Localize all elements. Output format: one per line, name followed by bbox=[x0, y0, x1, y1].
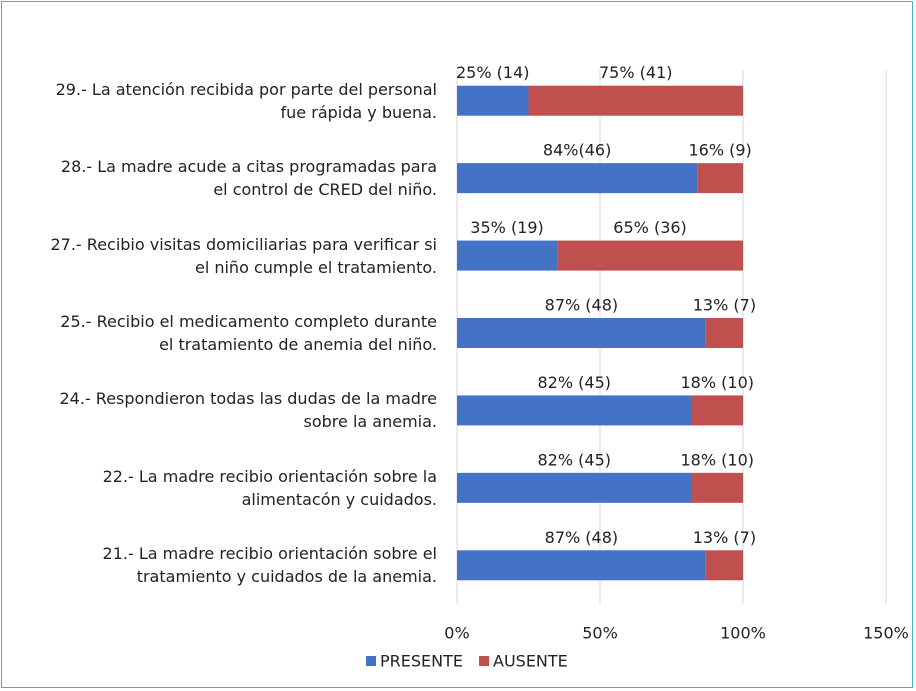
bar-segment bbox=[557, 240, 743, 271]
bar-segment bbox=[691, 472, 743, 503]
category-label: 25.- Recibio el medicamento completo dur… bbox=[60, 312, 437, 354]
category-label: 24.- Respondieron todas las dudas de la … bbox=[59, 389, 438, 432]
data-label: 65% (36) bbox=[613, 218, 687, 237]
bar-segment bbox=[705, 550, 743, 581]
category-label: 21.- La madre recibio orientación sobre … bbox=[102, 544, 437, 587]
data-label: 25% (14) bbox=[456, 63, 530, 82]
data-label: 87% (48) bbox=[545, 528, 619, 547]
bar-segment bbox=[691, 395, 743, 426]
bar-segment bbox=[457, 395, 692, 426]
bar-segment bbox=[705, 318, 743, 348]
bar-segment bbox=[457, 240, 558, 271]
category-label: 27.- Recibio visitas domiciliarias para … bbox=[50, 234, 437, 277]
x-tick-label: 50% bbox=[582, 624, 618, 643]
data-label: 16% (9) bbox=[688, 141, 751, 160]
legend-swatch bbox=[479, 656, 489, 666]
category-label: 29.- La atención recibida por parte del … bbox=[55, 79, 437, 122]
bar-segment bbox=[528, 85, 743, 116]
data-label: 13% (7) bbox=[693, 296, 756, 315]
data-label: 82% (45) bbox=[538, 373, 612, 392]
x-tick-label: 150% bbox=[863, 624, 909, 643]
category-label: 22.- La madre recibio orientación sobre … bbox=[102, 466, 437, 509]
bar-segment bbox=[457, 163, 698, 194]
data-label: 84%(46) bbox=[543, 141, 611, 160]
data-label: 82% (45) bbox=[538, 450, 612, 469]
legend-label: PRESENTE bbox=[380, 652, 463, 671]
data-label: 35% (19) bbox=[470, 218, 544, 237]
x-tick-label: 0% bbox=[444, 624, 469, 643]
bar-segment bbox=[457, 472, 692, 503]
bar-segment bbox=[457, 550, 706, 581]
category-label: 28.- La madre acude a citas programadas … bbox=[60, 157, 437, 200]
bar-segment bbox=[697, 163, 743, 194]
data-label: 18% (10) bbox=[681, 450, 755, 469]
data-label: 13% (7) bbox=[693, 528, 756, 547]
legend-label: AUSENTE bbox=[493, 652, 568, 671]
bar-segment bbox=[457, 85, 529, 116]
legend-swatch bbox=[366, 656, 376, 666]
bar-segment bbox=[457, 318, 706, 348]
data-label: 87% (48) bbox=[545, 296, 619, 315]
x-tick-label: 100% bbox=[720, 624, 766, 643]
data-label: 18% (10) bbox=[681, 373, 755, 392]
data-label: 75% (41) bbox=[599, 63, 673, 82]
